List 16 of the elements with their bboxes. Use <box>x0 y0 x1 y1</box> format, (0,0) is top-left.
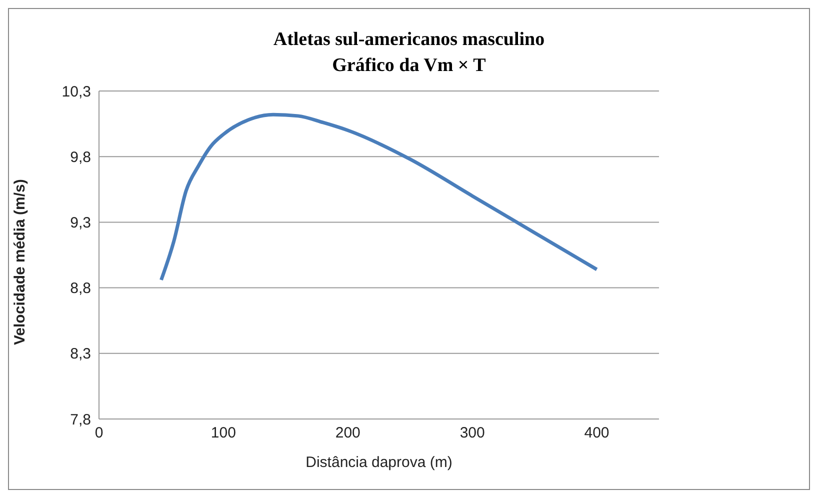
x-tick-label: 0 <box>94 424 104 442</box>
x-tick-label: 200 <box>335 424 360 442</box>
x-tick-label: 300 <box>460 424 485 442</box>
y-tick-label: 9,8 <box>70 148 91 166</box>
y-tick-label: 7,8 <box>70 411 91 428</box>
x-tick-label: 400 <box>584 424 610 442</box>
y-tick-label: 8,3 <box>70 346 91 363</box>
y-tick-label: 8,8 <box>70 280 91 298</box>
chart-title: Atletas sul-americanos masculino <box>272 28 546 52</box>
line-series <box>159 112 599 282</box>
y-tick-label: 9,3 <box>70 214 91 232</box>
y-tick-label: 10,3 <box>62 83 91 100</box>
y-axis-title: Velocidade média (m/s) <box>11 179 28 345</box>
x-axis-title: Distância daprova (m) <box>306 454 452 471</box>
chart-subtitle: Gráfico da Vm × T <box>331 54 487 78</box>
x-tick-label: 100 <box>210 424 236 442</box>
